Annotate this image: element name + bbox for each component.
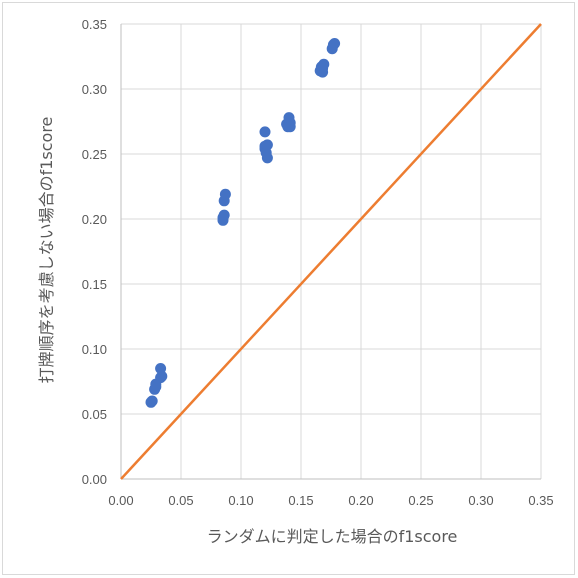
data-point <box>156 370 168 382</box>
gridlines <box>120 23 542 480</box>
data-point <box>218 209 230 221</box>
x-tick-label: 0.15 <box>288 493 313 508</box>
x-tick-label: 0.25 <box>408 493 433 508</box>
y-tick-label: 0.20 <box>82 212 107 227</box>
reference-line-layer <box>120 23 542 480</box>
data-point <box>317 66 329 78</box>
x-tick-label: 0.05 <box>168 493 193 508</box>
x-tick-label: 0.30 <box>468 493 493 508</box>
data-point <box>146 395 158 407</box>
data-points <box>145 38 341 408</box>
y-tick-label: 0.35 <box>82 17 107 32</box>
tick-labels: 0.00 0.05 0.10 0.15 0.20 0.25 0.30 0.35 0.00 0.05… <box>82 17 554 508</box>
data-point <box>261 139 273 151</box>
y-tick-label: 0.30 <box>82 82 107 97</box>
y-axis-title: 打牌順序を考慮しない場合のf1score <box>37 117 56 384</box>
data-point <box>219 188 231 200</box>
x-tick-label: 0.00 <box>108 493 133 508</box>
y-tick-label: 0.05 <box>82 407 107 422</box>
data-point <box>261 152 273 164</box>
y-tick-label: 0.10 <box>82 342 107 357</box>
reference-line <box>120 23 542 480</box>
data-point <box>329 38 341 49</box>
data-point <box>259 126 271 138</box>
y-tick-label: 0.15 <box>82 277 107 292</box>
y-tick-label: 0.25 <box>82 147 107 162</box>
x-tick-label: 0.10 <box>228 493 253 508</box>
x-tick-label: 0.35 <box>528 493 553 508</box>
x-axis-title: ランダムに判定した場合のf1score <box>207 527 458 546</box>
x-tick-label: 0.20 <box>348 493 373 508</box>
y-tick-label: 0.00 <box>82 472 107 487</box>
data-point <box>284 121 296 133</box>
